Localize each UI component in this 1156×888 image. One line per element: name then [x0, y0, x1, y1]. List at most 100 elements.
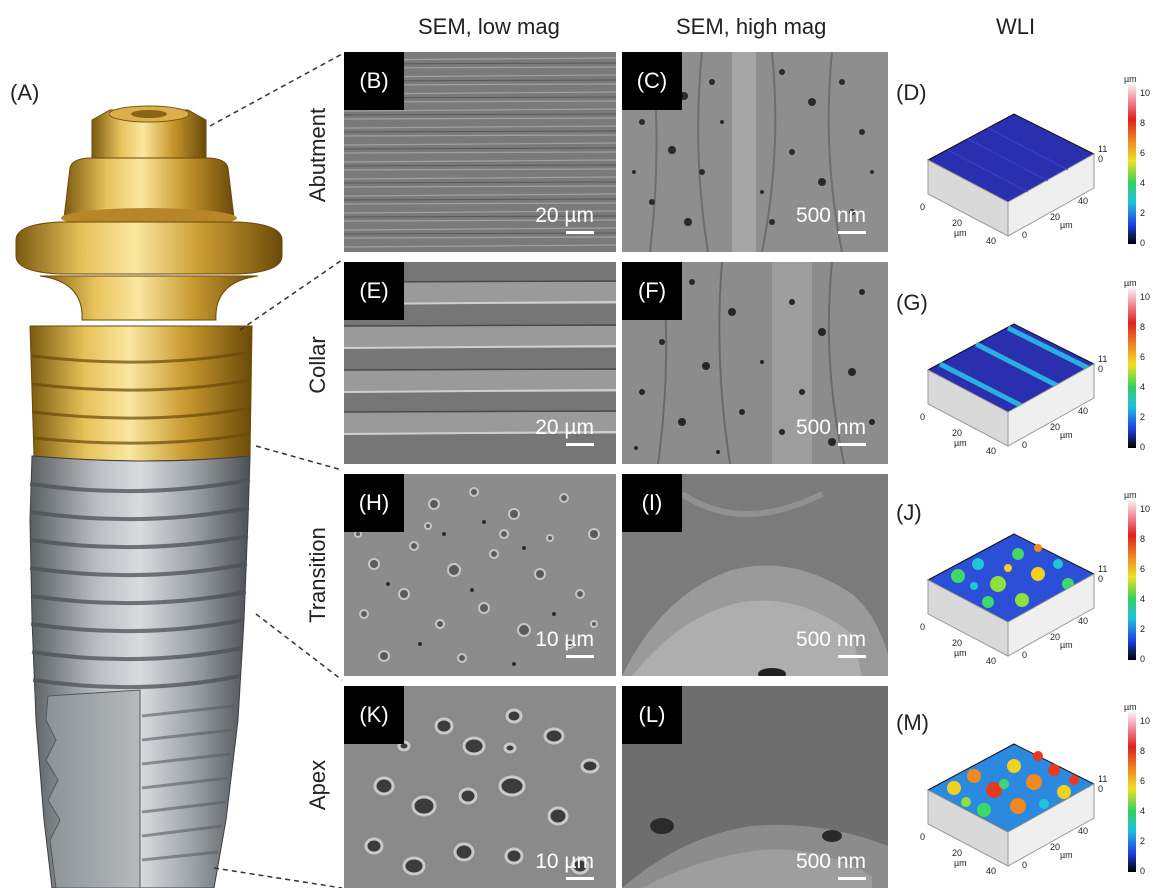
column-header-sem-high: SEM, high mag	[676, 14, 827, 39]
sem-low-apex-image: (K) 10 µm	[344, 686, 616, 888]
wli-surface-collar: 0 20 µm 40 0 20 µm 40 11 0	[920, 323, 1107, 456]
implant-panel-label: (A)	[10, 80, 40, 105]
scale-bar-label: 500 nm	[795, 628, 866, 651]
axis-tick: 20	[1050, 842, 1060, 852]
wli-surface-transition: 0 20 µm 40 0 20 µm 40 11 0	[920, 533, 1107, 666]
axis-unit: µm	[954, 228, 967, 238]
z-axis-tick: 11	[1098, 774, 1107, 784]
colorbar-tick: 10	[1140, 292, 1151, 302]
colorbar	[1128, 712, 1136, 872]
z-axis-tick: 11	[1098, 564, 1107, 574]
column-header-sem-low: SEM, low mag	[418, 14, 560, 39]
colorbar	[1128, 84, 1136, 244]
axis-tick: 0	[1022, 860, 1027, 870]
panel-tag-k: (K)	[344, 686, 404, 744]
axis-tick: 0	[1022, 230, 1027, 240]
panel-tag-d: (D)	[896, 80, 927, 105]
sem-high-transition-image: (I) 500 nm	[622, 474, 888, 676]
panel-tag-j: (J)	[896, 500, 922, 525]
scale-bar: 20 µm	[535, 204, 594, 234]
colorbar-tick: 2	[1140, 836, 1146, 846]
panel-tag-h: (H)	[344, 474, 404, 532]
colorbar-tick: 10	[1140, 504, 1151, 514]
scale-bar-line	[838, 655, 866, 658]
colorbar-tick: 0	[1140, 442, 1146, 452]
scale-bar: 500 nm	[796, 628, 866, 658]
panel-tag-m: (M)	[896, 710, 929, 735]
scale-bar-line	[838, 231, 866, 234]
row-label-abutment: Abutment	[305, 107, 330, 203]
wli-surface-abutment: 0 20 µm 40 0 20 µm 40 11 0	[920, 113, 1107, 246]
axis-tick: 40	[1078, 616, 1088, 626]
colorbar-tick: 2	[1140, 208, 1146, 218]
axis-tick: 40	[986, 656, 996, 666]
colorbar-unit: µm	[1124, 702, 1137, 712]
scale-bar-label: 20 µm	[535, 416, 594, 439]
colorbar-tick: 4	[1140, 178, 1146, 188]
axis-unit: µm	[954, 648, 967, 658]
axis-unit: µm	[1060, 640, 1073, 650]
axis-tick: 20	[952, 638, 962, 648]
scale-bar-label: 500 nm	[795, 204, 866, 227]
colorbar-tick: 6	[1140, 148, 1146, 158]
axis-tick: 0	[920, 622, 925, 632]
scale-bar: 500 nm	[796, 850, 866, 880]
axis-tick: 40	[986, 866, 996, 876]
colorbar-tick: 0	[1140, 866, 1146, 876]
scale-bar: 500 nm	[796, 416, 866, 446]
axis-tick: 0	[920, 832, 925, 842]
colorbar-tick: 8	[1140, 118, 1146, 128]
colorbar-unit: µm	[1124, 74, 1137, 84]
scale-bar: 10 µm	[535, 628, 594, 658]
dental-implant-illustration	[15, 105, 283, 888]
scale-bar: 500 nm	[796, 204, 866, 234]
axis-tick: 0	[920, 202, 925, 212]
colorbar-tick: 4	[1140, 594, 1146, 604]
panel-tag-i: (I)	[622, 474, 682, 532]
scale-bar-label: 500 nm	[795, 416, 866, 439]
scale-bar: 20 µm	[535, 416, 594, 446]
colorbar-tick: 2	[1140, 624, 1146, 634]
axis-unit: µm	[1060, 430, 1073, 440]
axis-tick: 20	[1050, 632, 1060, 642]
colorbar-tick: 10	[1140, 88, 1151, 98]
scale-bar-line	[566, 443, 594, 446]
wli-surface-apex: 0 20 µm 40 0 20 µm 40 11 0	[920, 743, 1107, 876]
colorbar	[1128, 288, 1136, 448]
axis-tick: 0	[1022, 440, 1027, 450]
panel-tag-b: (B)	[344, 52, 404, 110]
axis-unit: µm	[1060, 220, 1073, 230]
colorbar-tick: 0	[1140, 654, 1146, 664]
colorbar-unit: µm	[1124, 278, 1137, 288]
axis-tick: 20	[952, 848, 962, 858]
colorbar-tick: 8	[1140, 746, 1146, 756]
axis-tick: 40	[1078, 826, 1088, 836]
scale-bar-line	[838, 877, 866, 880]
sem-high-apex-image: (L) 500 nm	[622, 686, 888, 888]
scale-bar-line	[566, 655, 594, 658]
colorbar-tick: 6	[1140, 352, 1146, 362]
colorbar-tick: 0	[1140, 238, 1146, 248]
sem-texture	[622, 262, 888, 464]
axis-tick: 0	[920, 412, 925, 422]
sem-high-collar-image: (F) 500 nm	[622, 262, 888, 464]
axis-unit: µm	[1060, 850, 1073, 860]
axis-tick: 20	[952, 218, 962, 228]
colorbar-tick: 4	[1140, 382, 1146, 392]
scale-bar-label: 10 µm	[535, 628, 594, 651]
scale-bar: 10 µm	[535, 850, 594, 880]
sem-high-abutment-image: (C) 500 nm	[622, 52, 888, 252]
axis-tick: 40	[1078, 406, 1088, 416]
panel-tag-e: (E)	[344, 262, 404, 320]
panel-tag-f: (F)	[622, 262, 682, 320]
colorbar-tick: 10	[1140, 716, 1151, 726]
z-axis-tick: 0	[1098, 154, 1103, 164]
row-label-apex: Apex	[305, 759, 330, 811]
axis-tick: 20	[952, 428, 962, 438]
scale-bar-line	[566, 231, 594, 234]
scale-bar-label: 10 µm	[535, 850, 594, 873]
panel-tag-c: (C)	[622, 52, 682, 110]
row-label-transition: Transition	[305, 527, 330, 623]
z-axis-tick: 0	[1098, 574, 1103, 584]
panel-tag-l: (L)	[622, 686, 682, 744]
